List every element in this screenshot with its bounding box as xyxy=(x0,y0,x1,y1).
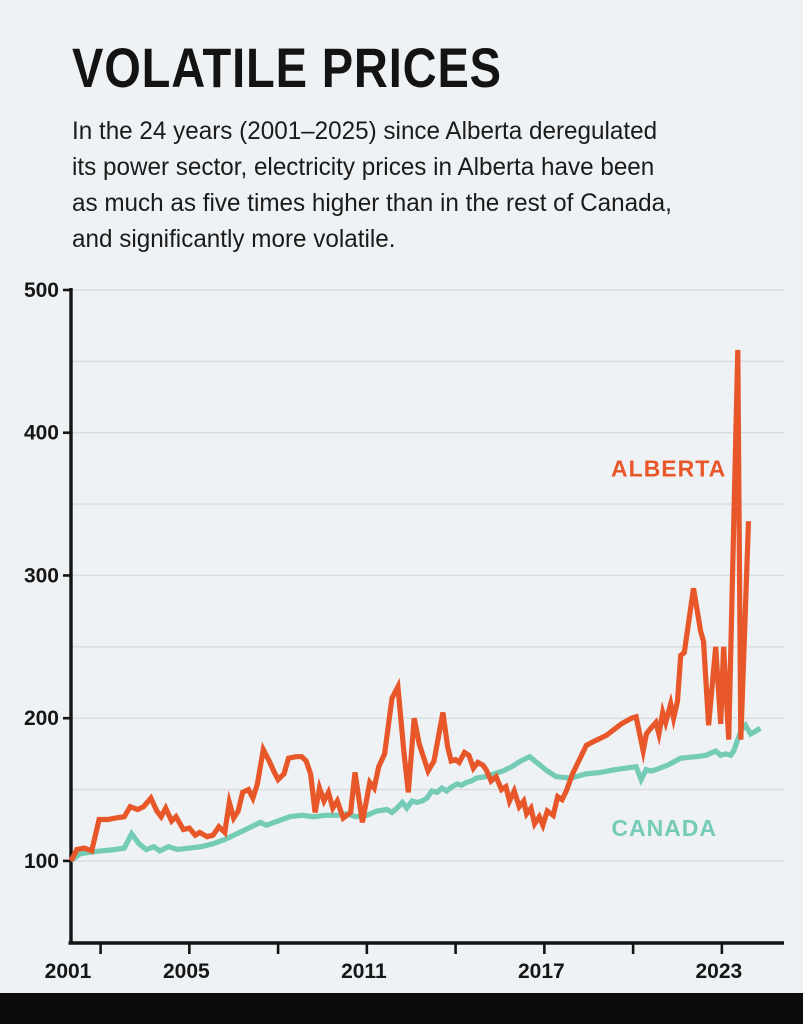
y-tick-label: 200 xyxy=(24,707,59,730)
chart-subtitle: In the 24 years (2001–2025) since Albert… xyxy=(72,117,672,253)
x-tick-label: 2005 xyxy=(163,960,210,983)
x-tick-labels: 2001 2005 2011 2017 2023 xyxy=(45,943,743,983)
x-tick-label: 2011 xyxy=(341,960,387,983)
y-tick-label: 300 xyxy=(24,564,59,587)
x-tick-label: 2023 xyxy=(696,960,743,983)
y-tick-label: 500 xyxy=(24,279,59,302)
y-tick-label: 400 xyxy=(24,422,59,445)
y-tick-label: 100 xyxy=(24,850,59,873)
series-line-canada xyxy=(69,720,762,863)
y-tick-labels: 100 200 300 400 500 xyxy=(24,279,71,873)
x-tick-label: 2017 xyxy=(518,960,565,983)
series-label-canada: CANADA xyxy=(611,815,717,841)
y-gridlines xyxy=(71,289,784,862)
page-title: VOLATILE PRICES xyxy=(72,36,502,99)
series-line-alberta xyxy=(68,349,752,863)
footer-bar xyxy=(0,993,803,1024)
x-tick-label: 2001 xyxy=(45,960,92,983)
series-label-alberta: ALBERTA xyxy=(611,455,726,481)
header: VOLATILE PRICES In the 24 years (2001–20… xyxy=(72,40,782,257)
